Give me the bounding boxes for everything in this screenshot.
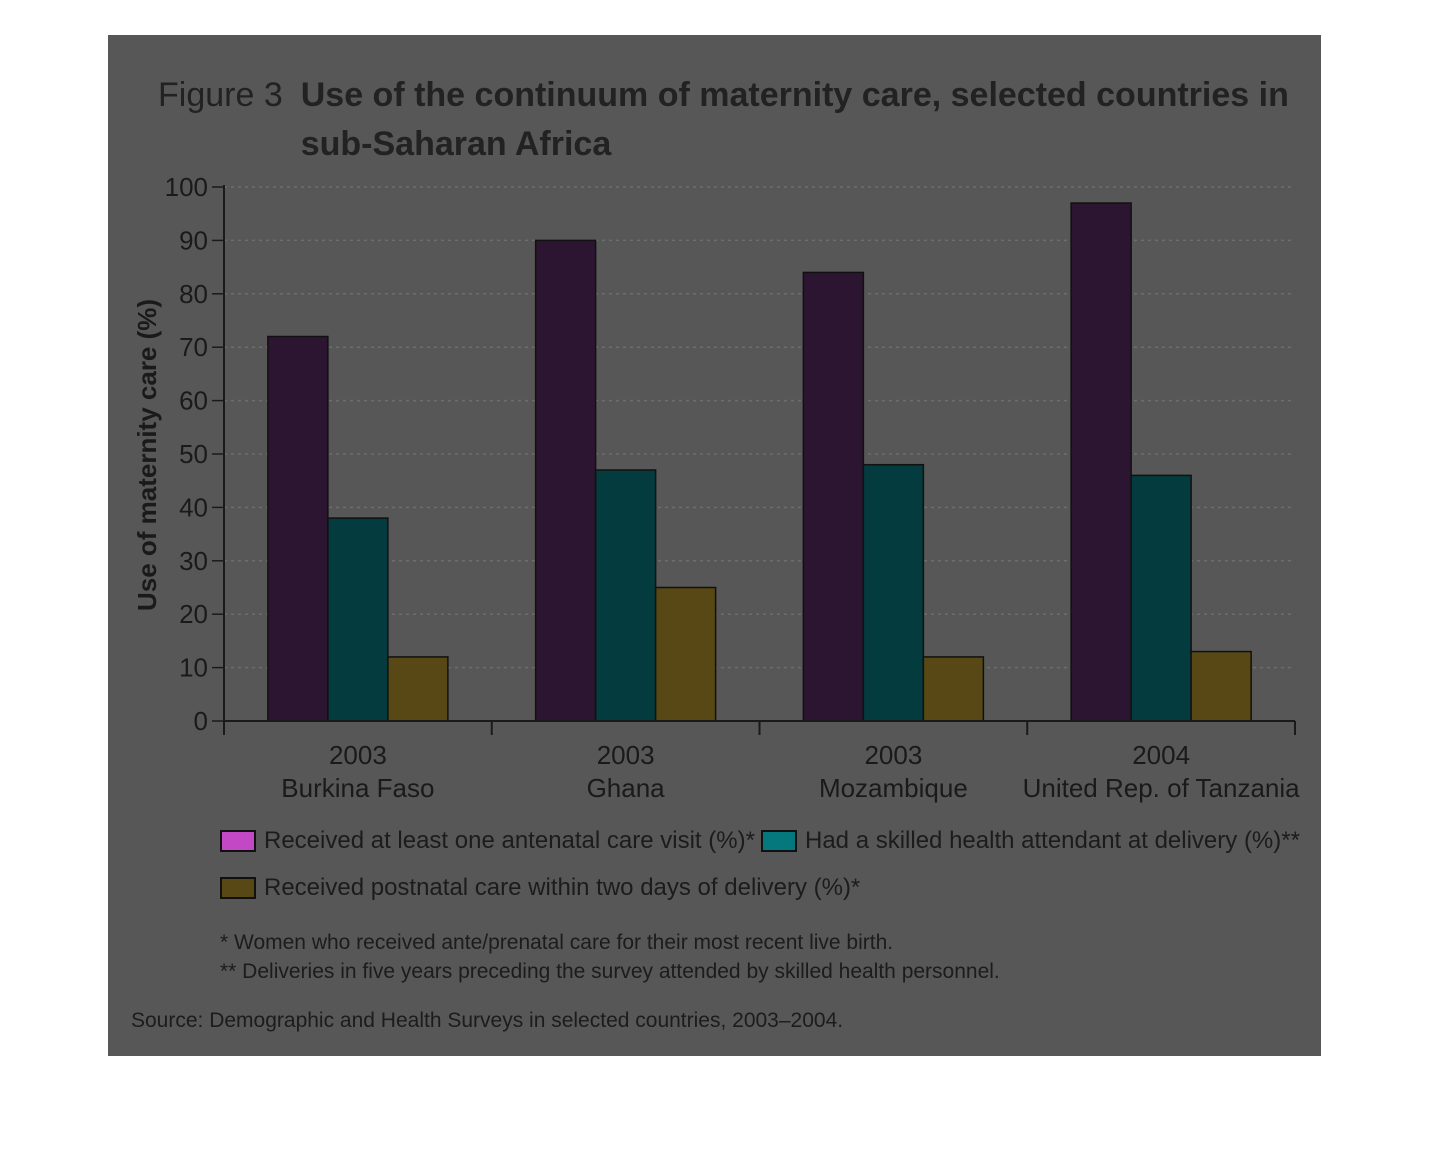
- legend-label-antenatal: Received at least one antenatal care vis…: [264, 827, 755, 854]
- y-tick-label: 70: [179, 332, 208, 362]
- x-tick-label-year: 2003: [329, 740, 387, 770]
- y-tick-label: 50: [179, 439, 208, 469]
- legend-swatch-skilled-attendant: [761, 830, 797, 852]
- bar: [327, 517, 389, 722]
- figure-number: Figure 3: [158, 76, 283, 114]
- y-tick-label: 30: [179, 546, 208, 576]
- bar: [534, 239, 597, 722]
- y-tick-label: 80: [179, 279, 208, 309]
- bar: [922, 656, 985, 722]
- legend-label-postnatal: Received postnatal care within two days …: [264, 874, 861, 901]
- y-tick-label: 20: [179, 599, 208, 629]
- legend-swatch-postnatal: [220, 877, 256, 899]
- figure-title-text: Use of the continuum of maternity care, …: [300, 76, 1289, 163]
- footnote-2: ** Deliveries in five years preceding th…: [220, 960, 1000, 983]
- legend-label-skilled-attendant: Had a skilled health attendant at delive…: [805, 827, 1300, 854]
- figure-title: Figure 3 Use of the continuum of materni…: [158, 71, 1298, 169]
- source-note: Source: Demographic and Health Surveys i…: [131, 1009, 844, 1032]
- x-tick-label-country: Ghana: [587, 773, 666, 803]
- x-tick-label-country: United Rep. of Tanzania: [1023, 773, 1301, 803]
- bar: [1070, 202, 1132, 722]
- x-tick-label-year: 2004: [1132, 740, 1190, 770]
- y-tick-label: 40: [179, 492, 208, 522]
- x-tick-label-year: 2003: [597, 740, 655, 770]
- y-tick-label: 90: [179, 225, 208, 255]
- legend-item-postnatal: Received postnatal care within two days …: [220, 873, 860, 903]
- bar: [594, 469, 657, 722]
- bar: [387, 656, 449, 722]
- bar: [1190, 650, 1252, 722]
- bar: [267, 335, 329, 722]
- bars: [267, 202, 1252, 722]
- y-tick-label: 100: [165, 172, 208, 202]
- y-tick-label: 0: [194, 706, 208, 736]
- legend-item-skilled-attendant: Had a skilled health attendant at delive…: [761, 826, 1300, 856]
- x-tick-label-year: 2003: [864, 740, 922, 770]
- y-tick-label: 60: [179, 386, 208, 416]
- bar: [1130, 474, 1192, 722]
- y-axis-label: Use of maternity care (%): [132, 299, 162, 611]
- bar: [654, 586, 717, 722]
- figure-panel: Figure 3 Use of the continuum of materni…: [108, 35, 1321, 1056]
- footnote-1: * Women who received ante/prenatal care …: [220, 931, 894, 954]
- legend-swatch-antenatal: [220, 830, 256, 852]
- x-tick-label-country: Mozambique: [819, 773, 968, 803]
- legend-item-antenatal: Received at least one antenatal care vis…: [220, 826, 755, 856]
- bar: [862, 463, 925, 722]
- bar: [802, 271, 865, 722]
- y-tick-label: 10: [179, 653, 208, 683]
- x-tick-label-country: Burkina Faso: [281, 773, 434, 803]
